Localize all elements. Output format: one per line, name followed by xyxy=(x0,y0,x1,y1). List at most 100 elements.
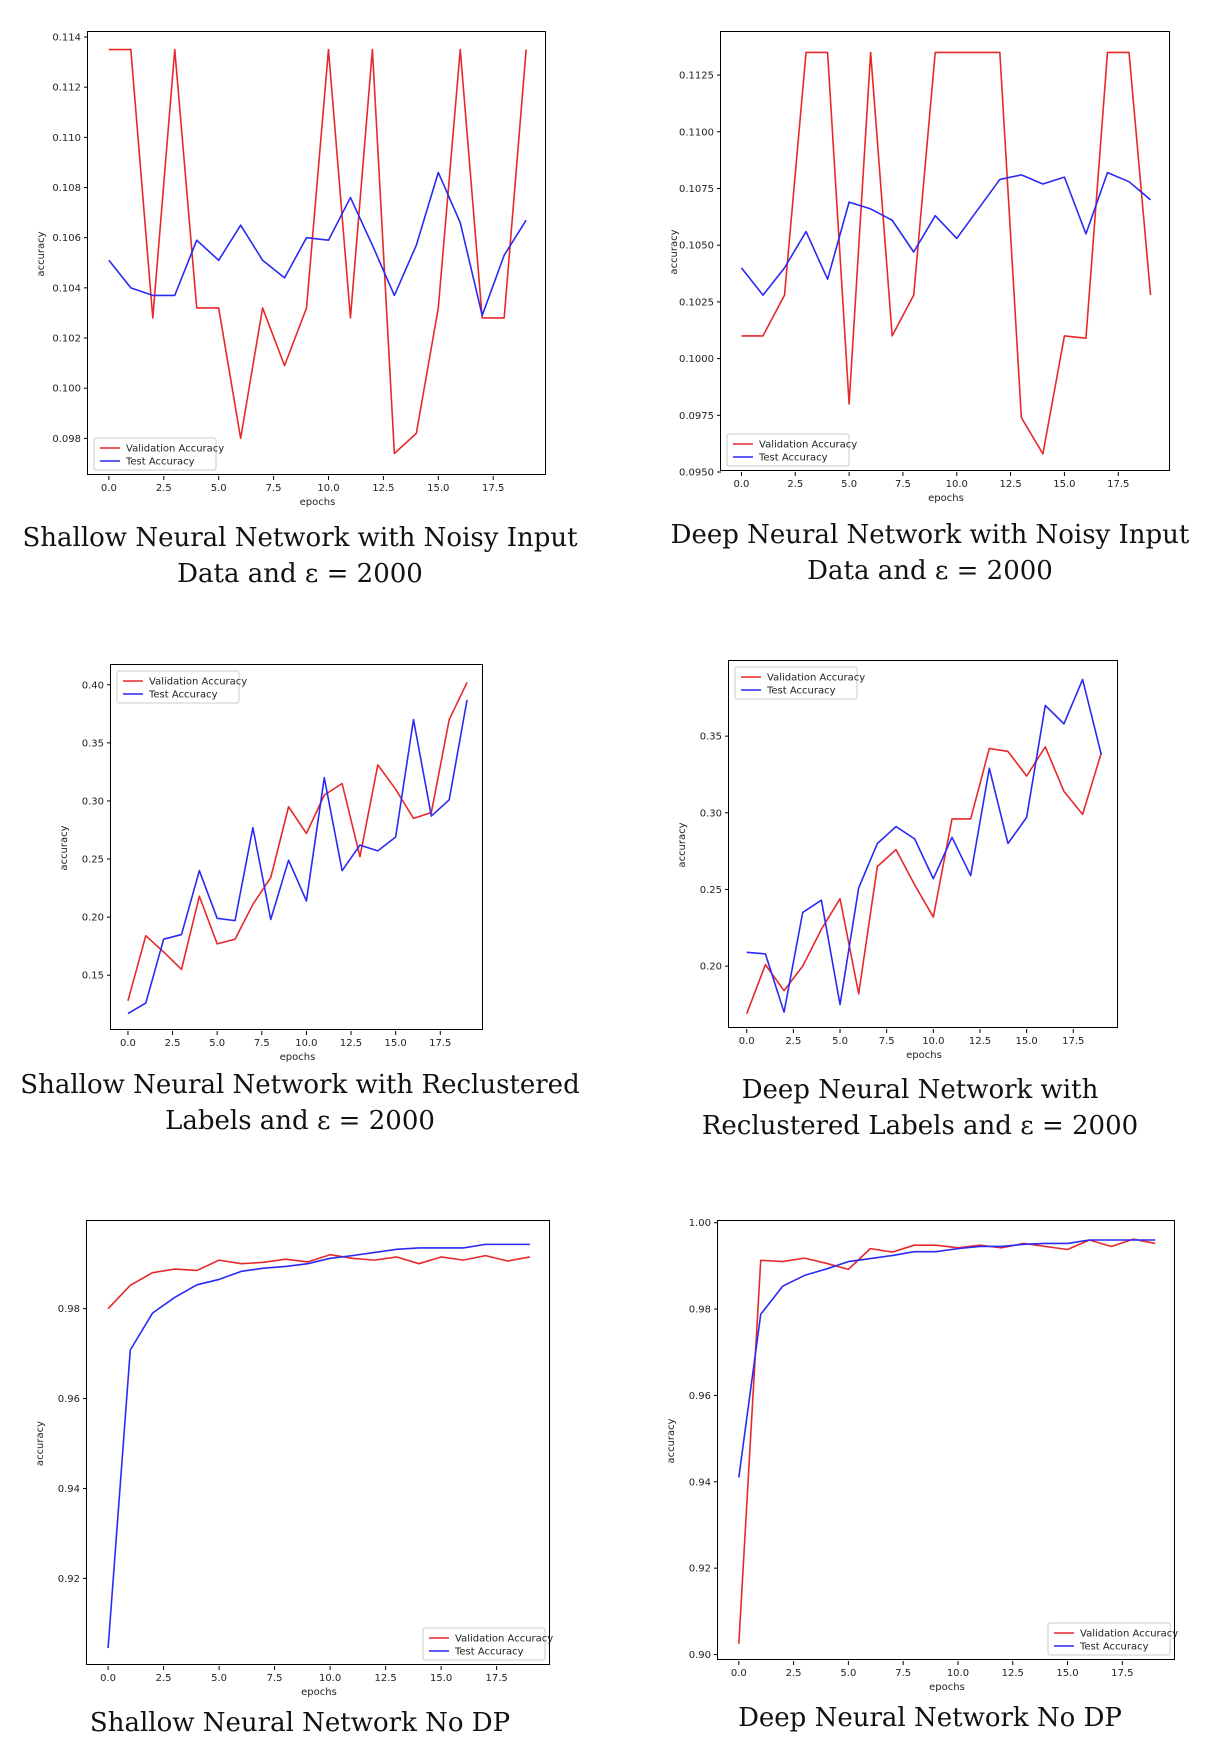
chart-3-ytick-label: 0.35 xyxy=(82,738,104,749)
chart-4-legend-entry: Test Accuracy xyxy=(766,686,836,697)
chart-1-series-test-line xyxy=(108,171,527,317)
chart-6-xtick-label: 5.0 xyxy=(840,1668,856,1679)
chart-6-xtick-label: 12.5 xyxy=(1002,1668,1024,1679)
chart-3-legend-box xyxy=(116,670,240,704)
chart-1-xtick-label: 17.5 xyxy=(482,483,504,494)
chart-5-xtick-label: 2.5 xyxy=(156,1673,172,1684)
chart-1-ytick-label: 0.114 xyxy=(52,33,81,44)
chart-2-ytick-label: 0.1000 xyxy=(679,354,714,365)
chart-3-svg: 0.0 2.5 5.0 7.5 10.0 12.5 15.0 17.5 0.15 0.20 0.25… xyxy=(59,670,468,1063)
chart-6-xtick-label: 2.5 xyxy=(786,1668,802,1679)
chart-1-svg: 0.0 2.5 5.0 7.5 10.0 12.5 15.0 17.5 0.098 0.100 0.… xyxy=(36,33,527,508)
chart-4-xtick-label: 12.5 xyxy=(969,1036,991,1047)
chart-1-legend-box xyxy=(93,437,217,471)
chart-1-ytick-label: 0.102 xyxy=(52,334,81,345)
chart-1-ytick-label: 0.112 xyxy=(52,83,81,94)
chart-5-xtick-label: 15.0 xyxy=(430,1673,452,1684)
chart-2-xtick-label: 12.5 xyxy=(999,479,1021,490)
chart-6-legend-entry: Validation Accuracy xyxy=(1080,1629,1178,1640)
chart-2-xtick-label: 15.0 xyxy=(1053,479,1075,490)
chart-6-ytick-label: 0.96 xyxy=(689,1391,711,1402)
chart-2-svg: 0.0 2.5 5.0 7.5 10.0 12.5 15.0 17.5 0.0950 0.0975… xyxy=(669,51,1152,504)
chart-6-xtick-label: 10.0 xyxy=(947,1668,969,1679)
chart-5-xlabel: epochs xyxy=(301,1687,337,1698)
chart-3-ytick-label: 0.25 xyxy=(82,855,104,866)
chart-1-ylabel: accuracy xyxy=(36,231,47,276)
chart-4-svg: 0.0 2.5 5.0 7.5 10.0 12.5 15.0 17.5 0.20 0.25 0.30… xyxy=(677,666,1103,1061)
chart-1-legend-entry: Validation Accuracy xyxy=(126,444,224,455)
chart-5-legend-entry: Test Accuracy xyxy=(454,1647,524,1658)
chart-4-ytick-label: 0.20 xyxy=(700,962,722,973)
chart-1-xlabel: epochs xyxy=(300,497,336,508)
chart-3-plot-area: 0.0 2.5 5.0 7.5 10.0 12.5 15.0 17.5 0.15 0.20 0.25… xyxy=(59,664,483,1063)
chart-4-xtick-label: 10.0 xyxy=(922,1036,944,1047)
chart-1-xtick-label: 15.0 xyxy=(427,483,449,494)
chart-2-ytick-label: 0.1050 xyxy=(679,241,714,252)
chart-5-ytick-label: 0.98 xyxy=(58,1304,80,1315)
chart-2-ytick-label: 0.1100 xyxy=(679,127,714,138)
chart-4-ytick-label: 0.25 xyxy=(700,885,722,896)
chart-3-ytick-label: 0.40 xyxy=(82,680,104,691)
chart-2-xtick-label: 17.5 xyxy=(1107,479,1129,490)
chart-2-xtick-label: 2.5 xyxy=(787,479,803,490)
chart-4-caption: Deep Neural Network with Reclustered Lab… xyxy=(701,1075,1139,1141)
chart-1-plot-area: 0.0 2.5 5.0 7.5 10.0 12.5 15.0 17.5 0.098 0.100 0.… xyxy=(36,31,546,508)
chart-5-legend: Validation Accuracy Test Accuracy xyxy=(422,1627,553,1661)
chart-5-caption: Shallow Neural Network No DP xyxy=(89,1708,511,1738)
chart-5-xtick-label: 0.0 xyxy=(100,1673,116,1684)
chart-2-xtick-label: 10.0 xyxy=(946,479,968,490)
chart-5-svg: 0.0 2.5 5.0 7.5 10.0 12.5 15.0 17.5 0.92 0.94 0.96… xyxy=(35,1243,553,1698)
chart-2-xlabel: epochs xyxy=(928,493,964,504)
chart-6-ylabel: accuracy xyxy=(666,1418,677,1463)
chart-6-ytick-label: 1.00 xyxy=(689,1218,711,1229)
chart-6-xtick-label: 0.0 xyxy=(731,1668,747,1679)
chart-3-ytick-label: 0.15 xyxy=(82,971,104,982)
chart-3-xtick-label: 7.5 xyxy=(254,1038,270,1049)
chart-2-ytick-label: 0.1075 xyxy=(679,184,714,195)
chart-3-xtick-label: 17.5 xyxy=(429,1038,451,1049)
chart-1-xtick-label: 5.0 xyxy=(211,483,227,494)
chart-3-xtick-label: 5.0 xyxy=(209,1038,225,1049)
chart-3-legend: Validation Accuracy Test Accuracy xyxy=(116,670,247,704)
chart-4-xtick-label: 5.0 xyxy=(832,1036,848,1047)
chart-1-legend: Validation Accuracy Test Accuracy xyxy=(93,437,224,471)
chart-6-legend-box xyxy=(1047,1622,1171,1656)
chart-6-series-test-line xyxy=(738,1239,1156,1478)
chart-4-ytick-label: 0.35 xyxy=(700,732,722,743)
chart-4-xtick-label: 15.0 xyxy=(1015,1036,1037,1047)
chart-6-ytick-label: 0.94 xyxy=(689,1477,711,1488)
chart-2-ylabel: accuracy xyxy=(669,229,680,274)
chart-2-series-validation-line xyxy=(741,51,1152,455)
chart-6-xtick-label: 15.0 xyxy=(1056,1668,1078,1679)
chart-5-ylabel: accuracy xyxy=(35,1421,46,1466)
chart-5-series-validation-line xyxy=(107,1253,531,1310)
chart-4-ytick-label: 0.30 xyxy=(700,808,722,819)
chart-2-legend: Validation Accuracy Test Accuracy xyxy=(726,433,857,467)
chart-2-legend-box xyxy=(726,433,850,467)
chart-4-legend-entry: Validation Accuracy xyxy=(767,673,865,684)
chart-2-caption: Deep Neural Network with Noisy Input Dat… xyxy=(670,520,1190,586)
chart-3-ytick-label: 0.20 xyxy=(82,913,104,924)
chart-6-legend-entry: Test Accuracy xyxy=(1079,1642,1149,1653)
chart-2-ytick-label: 0.1025 xyxy=(679,297,714,308)
chart-1-xtick-label: 2.5 xyxy=(156,483,172,494)
chart-2-legend-entry: Validation Accuracy xyxy=(759,440,857,451)
chart-3-legend-entry: Validation Accuracy xyxy=(149,677,247,688)
chart-6-legend: Validation Accuracy Test Accuracy xyxy=(1047,1622,1178,1656)
chart-3-legend-entry: Test Accuracy xyxy=(148,690,218,701)
chart-4-xlabel: epochs xyxy=(906,1050,942,1061)
chart-4-legend: Validation Accuracy Test Accuracy xyxy=(734,666,865,700)
chart-1-xtick-label: 0.0 xyxy=(101,483,117,494)
chart-5-legend-box xyxy=(422,1627,546,1661)
chart-1-ytick-label: 0.104 xyxy=(52,283,81,294)
chart-6-xtick-label: 7.5 xyxy=(895,1668,911,1679)
chart-1-ytick-label: 0.108 xyxy=(52,183,81,194)
chart-5-xtick-label: 12.5 xyxy=(374,1673,396,1684)
chart-5-xtick-label: 10.0 xyxy=(319,1673,341,1684)
chart-2-plot-area: 0.0 2.5 5.0 7.5 10.0 12.5 15.0 17.5 0.0950 0.0975… xyxy=(669,31,1170,504)
chart-4-xtick-label: 0.0 xyxy=(739,1036,755,1047)
chart-4-xtick-label: 7.5 xyxy=(879,1036,895,1047)
chart-3-xlabel: epochs xyxy=(280,1052,316,1063)
chart-3-xtick-label: 10.0 xyxy=(295,1038,317,1049)
chart-3-xtick-label: 15.0 xyxy=(385,1038,407,1049)
